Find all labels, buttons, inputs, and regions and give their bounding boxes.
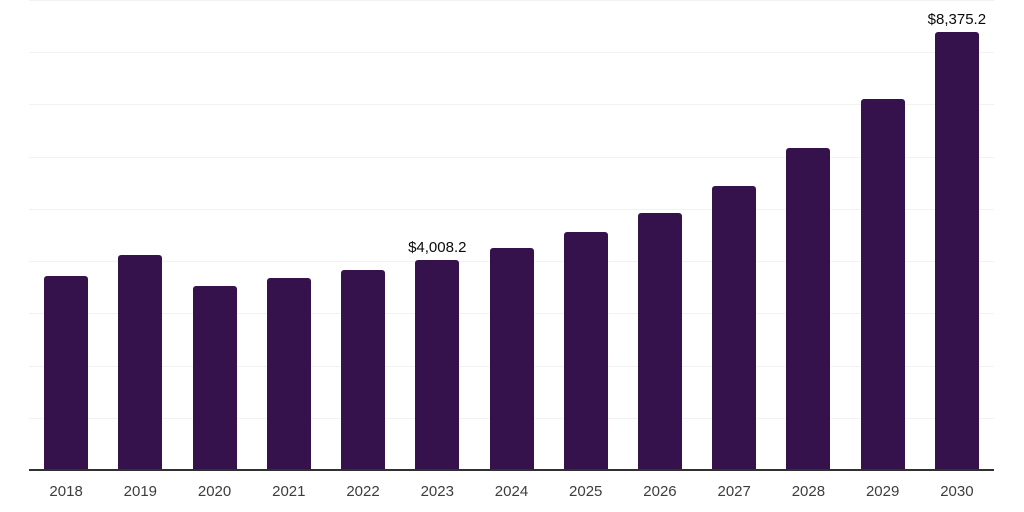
x-tick-label-2022: 2022 — [346, 483, 380, 500]
gridline — [29, 209, 994, 210]
bar-2024 — [489, 248, 534, 469]
bar-2019 — [118, 255, 163, 469]
data-label-2023: $4,008.2 — [408, 239, 467, 256]
x-tick-label-2025: 2025 — [569, 483, 603, 500]
bar-2030 — [934, 32, 979, 469]
bar-2029 — [860, 99, 905, 469]
x-axis-line — [29, 469, 994, 471]
bar-2020 — [192, 286, 237, 469]
x-tick-label-2020: 2020 — [197, 483, 232, 500]
gridline — [29, 104, 994, 105]
bar-2027 — [712, 186, 757, 469]
x-tick-label-2021: 2021 — [272, 483, 306, 500]
bar-2018 — [44, 276, 89, 469]
bar-2023 — [415, 260, 460, 469]
gridline — [29, 157, 994, 158]
gridline — [29, 0, 994, 1]
x-tick-label-2029: 2029 — [865, 483, 900, 500]
bar-2025 — [563, 232, 608, 469]
data-label-2030: $8,375.2 — [927, 11, 987, 28]
x-tick-label-2028: 2028 — [791, 483, 826, 500]
bar-2028 — [786, 148, 831, 469]
bar-2021 — [266, 278, 311, 469]
x-tick-label-2019: 2019 — [123, 483, 158, 500]
bar-2026 — [637, 213, 682, 469]
x-tick-label-2026: 2026 — [643, 483, 677, 500]
x-tick-label-2018: 2018 — [49, 483, 83, 500]
x-tick-label-2024: 2024 — [494, 483, 529, 500]
plot-area: $4,008.2 $8,375.2 — [29, 0, 994, 471]
x-tick-label-2030: 2030 — [940, 483, 974, 500]
bar-2022 — [341, 270, 386, 469]
gridline — [29, 52, 994, 53]
x-tick-label-2027: 2027 — [717, 483, 751, 500]
x-tick-label-2023: 2023 — [420, 483, 454, 500]
